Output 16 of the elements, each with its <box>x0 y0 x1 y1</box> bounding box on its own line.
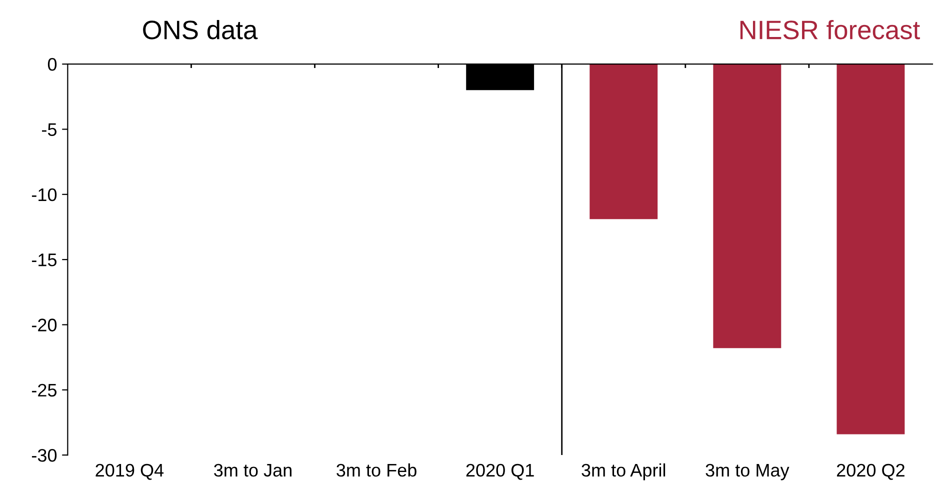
y-tick-label: -15 <box>32 254 57 266</box>
x-tick-label: 3m to Feb <box>336 463 416 477</box>
x-tick-label: 2020 Q1 <box>466 464 534 480</box>
y-tick-label: -10 <box>32 188 57 202</box>
x-tick-label: 3m to April <box>582 463 666 480</box>
x-tick-label: 2019 Q4 <box>96 464 164 480</box>
y-tick-label: -5 <box>42 123 57 136</box>
x-tick-label: 3m to May <box>706 464 790 480</box>
text: NIESR forecast <box>740 20 920 40</box>
x-tick-label: 2020 Q2 <box>836 464 904 480</box>
y-tick-label: -30 <box>32 448 57 462</box>
y-tick-label: -20 <box>32 318 57 332</box>
text: ONS data <box>143 20 258 40</box>
x-tick-label: 3m to Jan <box>214 464 292 477</box>
y-tick-label: -25 <box>32 384 57 397</box>
y-tick-label: 0 <box>48 58 57 71</box>
